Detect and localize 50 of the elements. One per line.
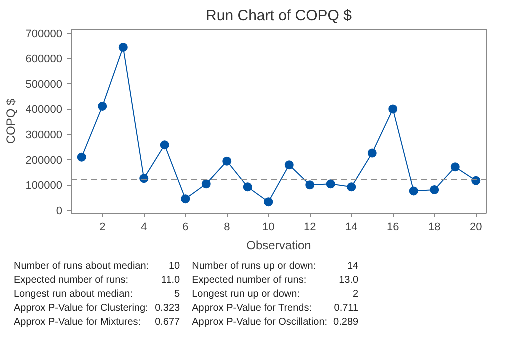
text: Expected number of runs: 11.0 [14,275,180,286]
x-axis-title: Observation [246,238,312,252]
text: Number of runs up or down: 14 [192,261,359,272]
text: Approx P-Value for Mixtures: 0.677 [14,317,180,328]
point [77,152,86,162]
x-tick-label: 12 [304,222,316,234]
point [243,182,252,192]
point [118,42,128,52]
text: Number of runs about median: 10 [14,261,180,272]
point [347,182,356,192]
x-tick-label: 4 [141,222,148,234]
y-tick-label: 600000 [26,54,63,66]
point [98,102,108,111]
point [284,160,294,170]
y-tick-label: 500000 [26,78,63,91]
text: Expected number of runs: 13.0 [192,275,359,286]
y-tick-label: 300000 [26,130,63,142]
y-tick-label: 700000 [26,28,63,40]
x-tick-label: 18 [428,222,441,234]
point [181,194,190,204]
x-tick-label: 6 [182,222,189,234]
point [202,180,211,189]
text: Longest run up or down: 2 [192,289,359,300]
y-tick-label: 100000 [26,180,63,192]
y-tick-label: 400000 [26,104,63,116]
text: Longest run about median: 5 [14,289,180,300]
point [306,180,315,190]
y-tick-label: 200000 [26,154,63,167]
chart-title: Run Chart of COPQ $ [206,8,353,24]
text: Approx P-Value for Trends: 0.711 [192,303,359,314]
y-tick-label: 0 [56,205,63,218]
point [368,148,377,158]
x-tick-label: 10 [262,222,275,234]
point [450,162,460,172]
point [326,180,336,189]
y-axis-title: COPQ $ [4,98,18,144]
point [388,104,398,114]
point [264,198,274,207]
point [430,185,440,194]
point [409,186,418,196]
x-tick-label: 8 [224,222,230,234]
point [222,156,232,166]
point [472,176,481,186]
x-tick-label: 16 [387,222,400,234]
x-tick-label: 20 [470,222,482,234]
x-tick-label: 14 [346,222,358,234]
text: Approx P-Value for Clustering: 0.323 [14,302,182,316]
point [160,140,170,150]
text: Approx P-Value for Oscillation: 0.289 [192,316,360,330]
x-tick-label: 2 [100,222,106,234]
